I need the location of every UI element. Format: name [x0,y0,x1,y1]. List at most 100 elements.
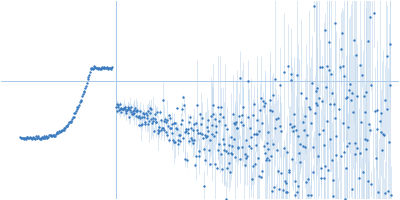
Point [290,113,297,116]
Point [238,121,244,124]
Point [108,67,114,70]
Point [208,132,215,135]
Point [226,143,232,146]
Point [227,135,234,138]
Point [114,102,120,105]
Point [382,192,389,195]
Point [292,194,299,197]
Point [374,108,380,111]
Point [84,82,90,85]
Point [164,133,170,136]
Point [352,142,359,145]
Point [245,79,252,82]
Point [83,84,89,88]
Point [128,105,134,108]
Point [58,129,64,132]
Point [120,108,126,111]
Point [98,67,104,70]
Point [210,103,216,106]
Point [283,181,290,184]
Point [272,78,278,81]
Point [85,75,92,78]
Point [302,115,308,118]
Point [173,127,179,130]
Point [131,111,138,115]
Point [236,114,242,117]
Point [115,104,122,107]
Point [297,142,304,146]
Point [354,146,360,149]
Point [51,134,58,138]
Point [40,136,46,139]
Point [240,123,246,126]
Point [79,95,85,98]
Point [196,150,202,153]
Point [33,135,39,138]
Point [346,141,352,144]
Point [179,108,185,111]
Point [154,129,161,132]
Point [147,107,154,110]
Point [276,124,283,128]
Point [241,153,248,156]
Point [162,117,168,120]
Point [368,83,374,86]
Point [210,112,216,115]
Point [117,108,124,111]
Point [234,127,240,130]
Point [365,180,372,183]
Point [200,137,206,140]
Point [261,144,267,147]
Point [152,113,158,116]
Point [126,107,132,110]
Point [358,120,364,124]
Point [44,137,50,140]
Point [194,103,201,106]
Point [315,154,321,158]
Point [106,66,112,70]
Point [81,89,88,93]
Point [170,122,177,125]
Point [232,123,238,126]
Point [313,101,320,105]
Point [228,151,234,155]
Point [158,119,164,122]
Point [250,113,256,116]
Point [164,118,171,121]
Point [266,108,273,111]
Point [342,197,348,200]
Point [130,113,136,116]
Point [82,86,88,90]
Point [287,123,293,126]
Point [34,136,41,140]
Point [328,158,335,161]
Point [264,156,270,159]
Point [40,136,47,139]
Point [74,106,81,109]
Point [80,91,87,94]
Point [384,107,390,110]
Point [167,117,173,120]
Point [282,180,288,183]
Point [288,78,294,81]
Point [295,184,302,187]
Point [122,109,129,113]
Point [195,131,201,134]
Point [19,136,25,139]
Point [56,129,62,133]
Point [384,55,390,58]
Point [20,137,27,140]
Point [108,67,114,70]
Point [148,118,154,121]
Point [231,122,237,125]
Point [47,135,54,138]
Point [356,151,363,154]
Point [372,109,378,112]
Point [262,151,269,154]
Point [86,73,92,76]
Point [27,136,34,140]
Point [172,141,178,144]
Point [269,109,275,112]
Point [213,125,219,128]
Point [296,151,302,155]
